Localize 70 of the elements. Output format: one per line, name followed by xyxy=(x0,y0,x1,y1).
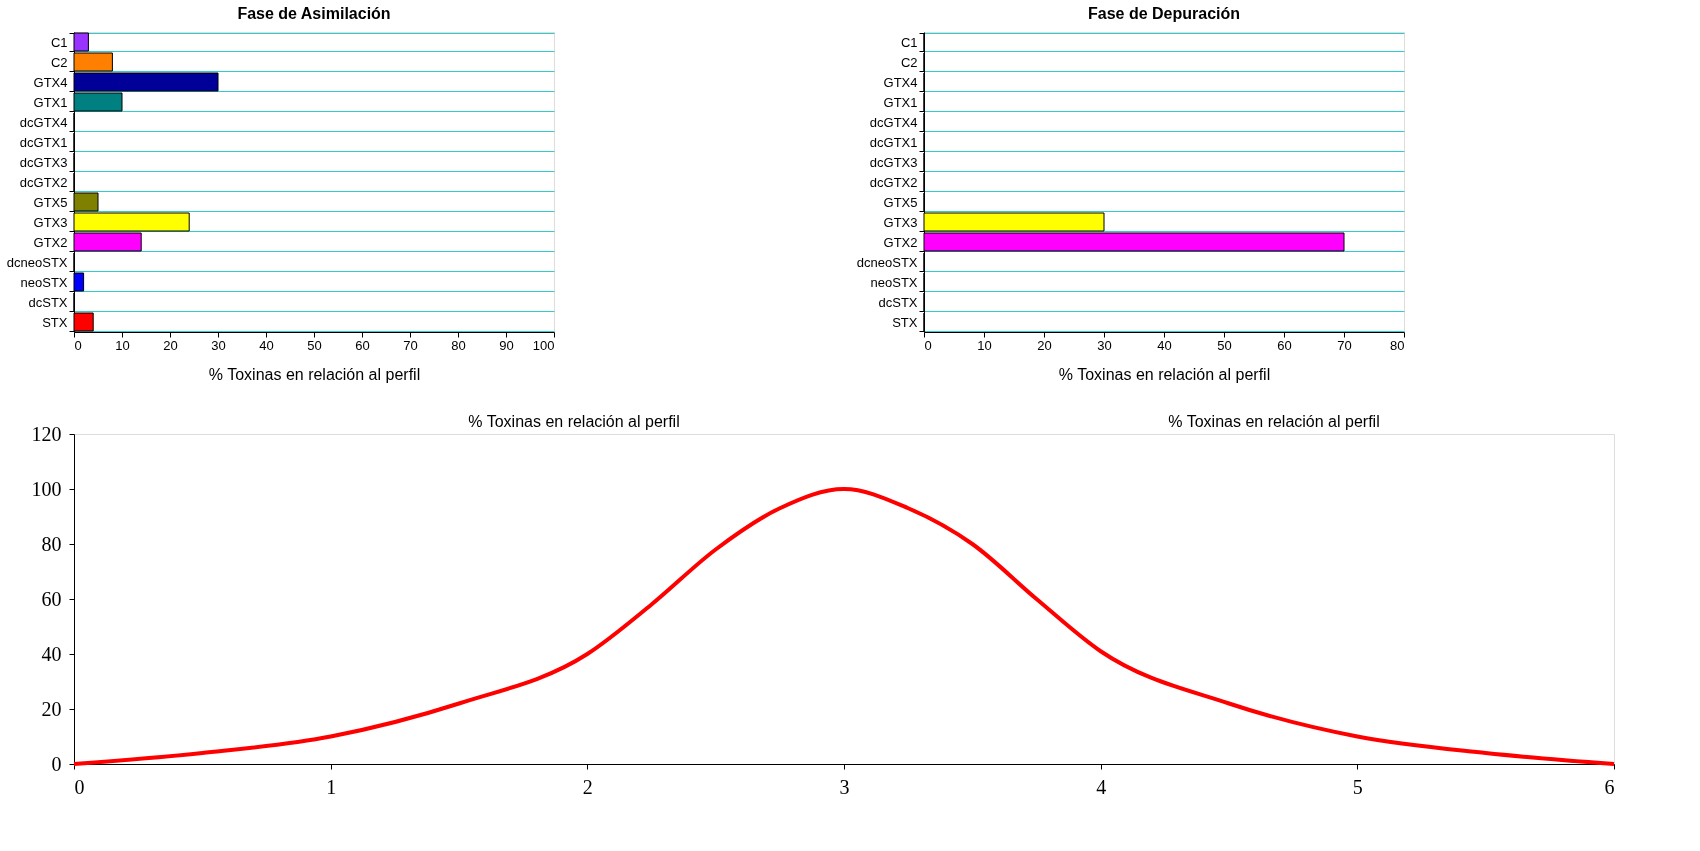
y-tick-label: GTX5 xyxy=(883,194,918,210)
y-tick-label: GTX2 xyxy=(33,234,68,250)
y-tick-label: 60 xyxy=(41,587,62,610)
x-tick-label: 50 xyxy=(1217,337,1232,353)
x-axis-title: % Toxinas en relación al perfil xyxy=(208,365,421,383)
y-tick-label: dcGTX2 xyxy=(19,174,68,190)
y-tick-label: 100 xyxy=(31,477,62,500)
x-axis-title: % Toxinas en relación al perfil xyxy=(1058,365,1271,383)
x-tick-label: 1 xyxy=(326,775,337,798)
y-tick-label: GTX3 xyxy=(33,214,68,230)
chart-title: Fase de Depuración xyxy=(1087,5,1241,22)
x-tick-label: 4 xyxy=(1096,775,1107,798)
y-tick-label: 0 xyxy=(51,752,62,775)
y-tick-label: STX xyxy=(892,314,918,330)
x-tick-label: 6 xyxy=(1604,775,1615,798)
y-tick-label: GTX4 xyxy=(883,74,918,90)
y-tick-label: dcneoSTX xyxy=(6,254,68,270)
x-tick-label: 100 xyxy=(532,337,555,353)
y-tick-label: dcSTX xyxy=(28,294,68,310)
y-tick-label: 120 xyxy=(31,422,62,445)
y-tick-label: dcGTX1 xyxy=(19,134,68,150)
y-tick-label: GTX5 xyxy=(33,194,68,210)
y-tick-label: C1 xyxy=(900,34,918,50)
x-tick-label: 0 xyxy=(74,775,85,798)
x-tick-label: 70 xyxy=(1337,337,1352,353)
y-tick-label: dcSTX xyxy=(878,294,918,310)
y-tick-label: neoSTX xyxy=(870,274,918,290)
x-tick-label: 30 xyxy=(211,337,226,353)
y-tick-label: neoSTX xyxy=(20,274,68,290)
y-tick-label: STX xyxy=(42,314,68,330)
y-tick-label: GTX1 xyxy=(33,94,68,110)
x-tick-label: 40 xyxy=(1157,337,1172,353)
y-tick-label: dcGTX3 xyxy=(19,154,68,170)
chart-title: Fase de Asimilación xyxy=(237,5,391,22)
x-tick-label: 90 xyxy=(499,337,514,353)
y-tick-label: dcGTX4 xyxy=(19,114,68,130)
y-tick-label: 20 xyxy=(41,697,62,720)
x-tick-label: 40 xyxy=(259,337,274,353)
y-tick-label: C1 xyxy=(50,34,68,50)
y-tick-label: GTX2 xyxy=(883,234,918,250)
y-tick-label: dcGTX2 xyxy=(869,174,918,190)
x-tick-label: 0 xyxy=(924,337,932,353)
x-tick-label: 20 xyxy=(1037,337,1052,353)
x-tick-label: 10 xyxy=(115,337,130,353)
text: % Toxinas en relación al perfil xyxy=(1168,413,1380,430)
x-tick-label: 3 xyxy=(839,775,850,798)
x-tick-label: 60 xyxy=(1277,337,1292,353)
y-tick-label: dcneoSTX xyxy=(856,254,918,270)
y-tick-label: GTX1 xyxy=(883,94,918,110)
y-tick-label: dcGTX1 xyxy=(869,134,918,150)
x-tick-label: 2 xyxy=(582,775,593,798)
x-tick-label: 80 xyxy=(1390,337,1405,353)
x-tick-label: 70 xyxy=(403,337,418,353)
y-tick-label: GTX3 xyxy=(883,214,918,230)
x-tick-label: 30 xyxy=(1097,337,1112,353)
y-tick-label: dcGTX3 xyxy=(869,154,918,170)
x-tick-label: 10 xyxy=(977,337,992,353)
x-tick-label: 50 xyxy=(307,337,322,353)
y-tick-label: 80 xyxy=(41,532,62,555)
y-tick-label: GTX4 xyxy=(33,74,68,90)
x-tick-label: 80 xyxy=(451,337,466,353)
y-tick-label: 40 xyxy=(41,642,62,665)
x-tick-label: 5 xyxy=(1352,775,1363,798)
text: % Toxinas en relación al perfil xyxy=(468,413,680,430)
x-tick-label: 20 xyxy=(163,337,178,353)
x-tick-label: 60 xyxy=(355,337,370,353)
x-tick-label: 0 xyxy=(74,337,82,353)
y-tick-label: C2 xyxy=(900,54,918,70)
y-tick-label: C2 xyxy=(50,54,68,70)
y-tick-label: dcGTX4 xyxy=(869,114,918,130)
